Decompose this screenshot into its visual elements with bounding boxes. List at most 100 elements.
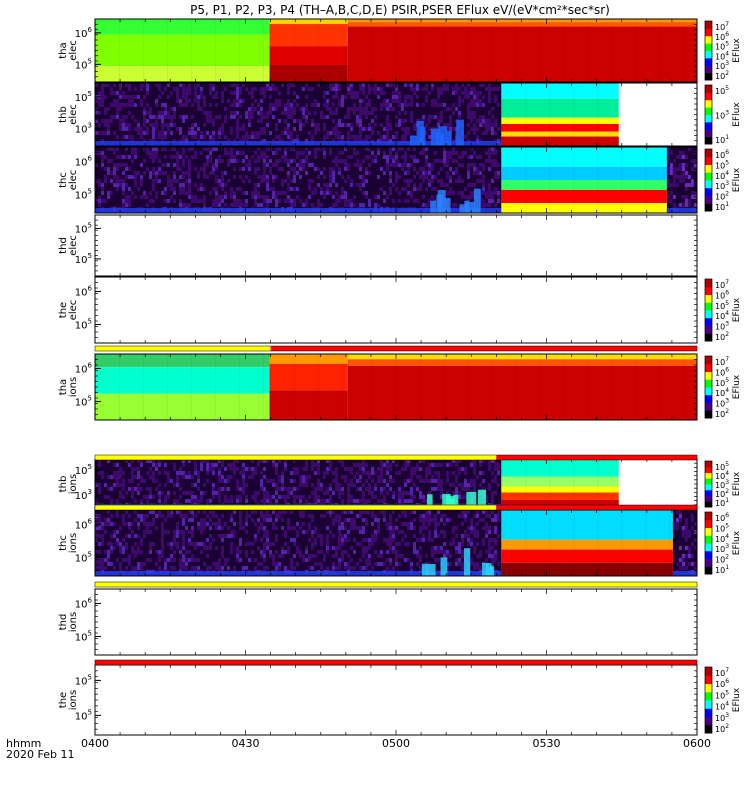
spectrogram-cell: [437, 87, 440, 91]
spectrogram-cell: [473, 526, 476, 530]
spectrogram-cell: [398, 95, 401, 99]
spectrogram-cell: [437, 487, 440, 491]
spectrogram-cell: [344, 518, 347, 522]
spectrogram-cell: [101, 522, 104, 526]
spectrogram-cell: [317, 203, 320, 207]
spectrogram-cell: [281, 155, 284, 159]
spectrogram-cell: [155, 123, 158, 127]
spectrogram-cell: [470, 183, 473, 187]
spectrogram-cell: [353, 522, 356, 526]
spectrogram-cell: [350, 495, 353, 499]
colorbar-segment: [705, 691, 712, 701]
spectrogram-cell: [158, 550, 161, 554]
spectrogram-cell: [383, 155, 386, 159]
spectrogram-cell: [236, 203, 239, 207]
spectrogram-cell: [678, 510, 682, 514]
spectrogram-cell: [386, 155, 389, 159]
spectrogram-cell: [149, 487, 152, 491]
spectrogram-cell: [455, 475, 458, 479]
spectrogram-cell: [368, 554, 371, 558]
spectrogram-cell: [215, 103, 218, 107]
spectrogram-cell: [368, 163, 371, 167]
spectrogram-cell: [404, 151, 407, 155]
spectrogram-cell: [176, 526, 179, 530]
spectrogram-cell: [377, 518, 380, 522]
spectrogram-cell: [431, 487, 434, 491]
spectrogram-cell: [257, 167, 260, 171]
spectrogram-cell: [350, 566, 353, 570]
spectrogram-cell: [416, 199, 419, 203]
spectrogram-cell: [176, 499, 179, 503]
spectrogram-cell: [236, 131, 239, 135]
spectrogram-cell: [125, 123, 128, 127]
spectrogram-cell: [104, 495, 107, 499]
spectrogram-cell: [452, 459, 455, 463]
spectrogram-cell: [311, 534, 314, 538]
spectrogram-cell: [449, 167, 452, 171]
spectrogram-cell: [410, 103, 413, 107]
spectrogram-cell: [134, 542, 137, 546]
spectrogram-cell: [422, 87, 425, 91]
spectrogram-cell: [359, 135, 362, 139]
spectrogram-cell: [116, 167, 119, 171]
spectrogram-cell: [128, 195, 131, 199]
x-tick-label: 0500: [382, 737, 410, 750]
spectrogram-cell: [329, 487, 332, 491]
spectrogram-cell: [122, 495, 125, 499]
colorbar-tick-label: 105: [715, 522, 729, 533]
spectrogram-cell: [275, 191, 278, 195]
spectrogram-cell: [293, 83, 296, 87]
spectrogram-cell: [458, 459, 461, 463]
spectrogram-cell: [266, 87, 269, 91]
spectrogram-cell: [260, 550, 263, 554]
spectrogram-cell: [248, 107, 251, 111]
spectrogram-cell: [236, 479, 239, 483]
spectrogram-cell: [338, 487, 341, 491]
spectrogram-cell: [158, 471, 161, 475]
spectrogram-cell: [269, 131, 272, 135]
colorbar-segment: [705, 294, 712, 303]
spectrogram-cell: [143, 514, 146, 518]
spectrogram-cell: [224, 522, 227, 526]
spectrogram-cell: [146, 471, 149, 475]
spectrogram-cell: [200, 135, 203, 139]
spectrogram-cell: [422, 514, 425, 518]
spectrogram-stripe: [143, 19, 144, 82]
spectrogram-cell: [675, 522, 679, 526]
spectrogram-cell: [482, 459, 485, 463]
spectrogram-cell: [236, 83, 239, 87]
spectrogram-cell: [170, 554, 173, 558]
spectrogram-cell: [116, 187, 119, 191]
spectrogram-cell: [488, 191, 491, 195]
spectrogram-cell: [371, 522, 374, 526]
spectrogram-cell: [386, 459, 389, 463]
spectrogram-cell: [389, 127, 392, 131]
spectrogram-cell: [227, 159, 230, 163]
spectrogram-cell: [365, 179, 368, 183]
spectrogram-cell: [182, 91, 185, 95]
spectrogram-cell: [473, 183, 476, 187]
spectrogram-cell: [158, 95, 161, 99]
spectrogram-cell: [221, 538, 224, 542]
spectrogram-cell: [164, 558, 167, 562]
spectrogram-cell: [482, 167, 485, 171]
spectrogram-cell: [95, 514, 98, 518]
spectrogram-cell: [272, 187, 275, 191]
spectrogram-cell: [260, 91, 263, 95]
spectrogram-cell: [185, 562, 188, 566]
spectrogram-cell: [353, 499, 356, 503]
spectrogram-cell: [194, 467, 197, 471]
spectrogram-cell: [164, 131, 167, 135]
spectrogram-cell: [227, 487, 230, 491]
spectrogram-cell: [467, 526, 470, 530]
spectrogram-cell: [107, 487, 110, 491]
spectrogram-cell: [278, 167, 281, 171]
spectrogram-cell: [347, 175, 350, 179]
spectrogram-cell: [389, 467, 392, 471]
spectrogram-cell: [305, 171, 308, 175]
spectrogram-cell: [684, 183, 688, 187]
spectrogram-cell: [131, 175, 134, 179]
colorbar-segment: [705, 512, 712, 521]
spectrogram-cell: [335, 479, 338, 483]
spectrogram-cell: [284, 127, 287, 131]
